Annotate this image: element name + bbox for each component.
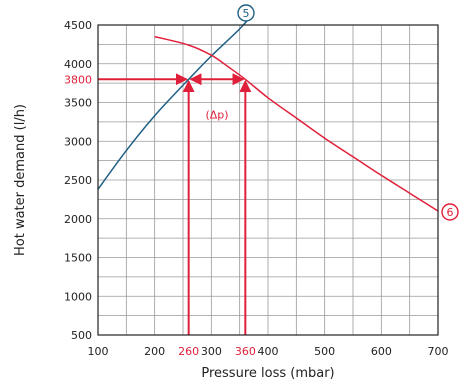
annotation-x-value: 260 — [178, 345, 199, 358]
series-label-text: 5 — [243, 7, 250, 20]
x-tick-label: 600 — [371, 345, 392, 358]
series-label-circle — [237, 4, 255, 22]
x-tick-label: 200 — [144, 345, 165, 358]
y-tick-label: 3000 — [64, 135, 92, 148]
annotations: 3800 260 360 (Δp) — [64, 73, 256, 358]
y-tick-label: 2500 — [64, 174, 92, 187]
x-tick-label: 500 — [314, 345, 335, 358]
delta-p-label: (Δp) — [205, 108, 228, 121]
series-label-6: 6 — [441, 203, 459, 221]
y-axis-ticks: 500 1000 1500 2000 2500 3000 3500 4000 4500 — [64, 19, 92, 342]
y-axis-title: Hot water demand (l/h) — [13, 104, 28, 256]
y-tick-label: 4500 — [64, 19, 92, 32]
y-tick-label: 4000 — [64, 58, 92, 71]
x-tick-label: 400 — [258, 345, 279, 358]
series-lines: 56 — [98, 4, 459, 221]
grid — [97, 24, 439, 336]
series-label-text: 6 — [447, 206, 454, 219]
series-label-5: 5 — [237, 4, 255, 22]
annotation-y-value: 3800 — [64, 73, 92, 86]
x-axis-ticks: 100 200 300 400 500 600 700 — [88, 345, 449, 358]
x-axis-title: Pressure loss (mbar) — [201, 366, 334, 381]
x-tick-label: 300 — [201, 345, 222, 358]
y-tick-label: 1000 — [64, 290, 92, 303]
series-label-circle — [441, 203, 459, 221]
y-tick-label: 500 — [71, 329, 92, 342]
x-tick-label: 100 — [88, 345, 109, 358]
plot-frame — [97, 24, 439, 336]
series-line-5 — [98, 13, 255, 190]
y-tick-label: 3500 — [64, 97, 92, 110]
y-tick-label: 2000 — [64, 213, 92, 226]
y-tick-label: 1500 — [64, 252, 92, 265]
x-tick-label: 700 — [428, 345, 449, 358]
series-line-6 — [154, 35, 438, 212]
annotation-x-value: 360 — [235, 345, 256, 358]
